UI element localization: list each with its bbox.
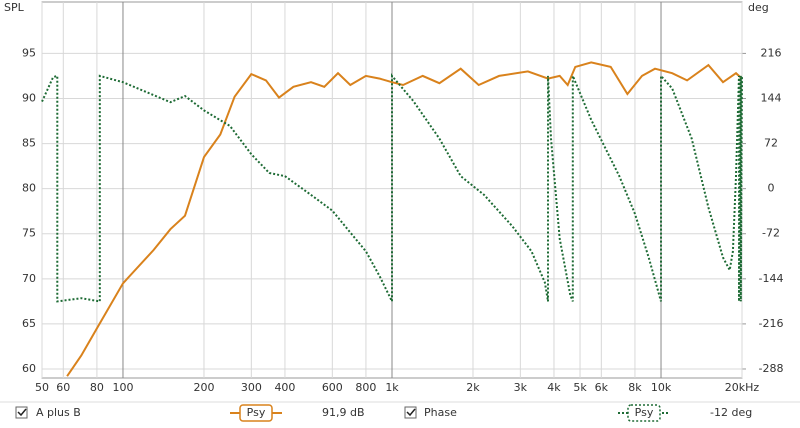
y2-tick-label: 216 bbox=[761, 46, 782, 59]
y2-tick-label: -72 bbox=[762, 227, 780, 240]
readout: 91,9 dB bbox=[322, 406, 365, 419]
x-tick-label: 3k bbox=[514, 381, 528, 394]
x-tick-label: 10k bbox=[651, 381, 672, 394]
x-tick-label: 80 bbox=[90, 381, 104, 394]
check bbox=[17, 408, 27, 417]
x-tick-label: 2k bbox=[466, 381, 480, 394]
y2-axis-label: deg bbox=[748, 1, 769, 14]
y2-tick-label: -216 bbox=[759, 317, 784, 330]
y-tick-label: 90 bbox=[22, 91, 36, 104]
legend-label: A plus B bbox=[36, 406, 81, 419]
x-tick-label: 200 bbox=[193, 381, 214, 394]
y2-tick-label: -144 bbox=[759, 272, 784, 285]
x-tick-label: 600 bbox=[322, 381, 343, 394]
x-tick-label: 800 bbox=[355, 381, 376, 394]
x-tick-label: 100 bbox=[112, 381, 133, 394]
legend-swatch bbox=[239, 404, 273, 422]
checkbox[interactable] bbox=[15, 406, 28, 419]
x-tick-label: 300 bbox=[241, 381, 262, 394]
y2-tick-label: 72 bbox=[764, 137, 778, 150]
smoothing-label: Psy bbox=[635, 406, 654, 419]
y2-tick-label: 144 bbox=[761, 91, 782, 104]
x-tick-label: 1k bbox=[385, 381, 399, 394]
y-axis-label: SPL bbox=[4, 1, 25, 14]
y-tick-label: 85 bbox=[22, 137, 36, 150]
series-line bbox=[41, 73, 743, 303]
x-tick-label: 60 bbox=[56, 381, 70, 394]
y-tick-label: 70 bbox=[22, 272, 36, 285]
series-line bbox=[66, 61, 743, 377]
y-tick-label: 65 bbox=[22, 317, 36, 330]
y2-tick-label: 0 bbox=[768, 182, 775, 195]
y-tick-label: 60 bbox=[22, 362, 36, 375]
x-tick-label: 20kHz bbox=[725, 381, 760, 394]
readout: -12 deg bbox=[710, 406, 752, 419]
x-tick-label: 400 bbox=[274, 381, 295, 394]
x-tick-label: 8k bbox=[628, 381, 642, 394]
x-tick-label: 6k bbox=[595, 381, 609, 394]
legend-label: Phase bbox=[424, 406, 457, 419]
check bbox=[406, 408, 416, 417]
x-tick-label: 4k bbox=[547, 381, 561, 394]
checkbox[interactable] bbox=[404, 406, 417, 419]
legend-swatch bbox=[627, 404, 661, 422]
y-tick-label: 75 bbox=[22, 227, 36, 240]
smoothing-label: Psy bbox=[247, 406, 266, 419]
y-tick-label: 95 bbox=[22, 46, 36, 59]
y-tick-label: 80 bbox=[22, 182, 36, 195]
y2-tick-label: -288 bbox=[759, 362, 784, 375]
x-tick-label: 5k bbox=[573, 381, 587, 394]
x-tick-label: 50 bbox=[35, 381, 49, 394]
